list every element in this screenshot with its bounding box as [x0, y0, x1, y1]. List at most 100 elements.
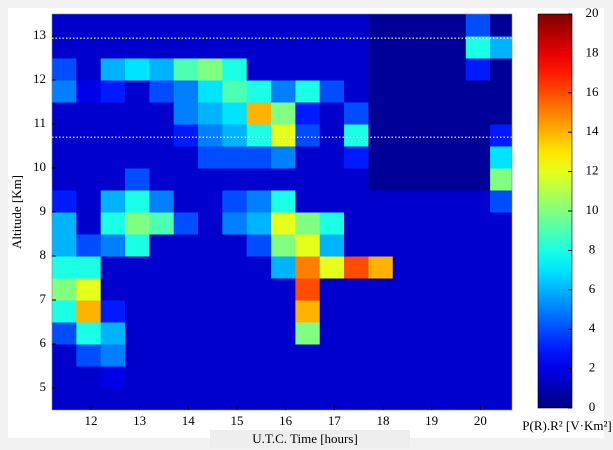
- heat-cell: [319, 146, 345, 169]
- heat-cell: [149, 212, 175, 235]
- heat-cell: [222, 212, 248, 235]
- heat-cell: [490, 366, 512, 389]
- heat-cell: [441, 388, 467, 410]
- heat-cell: [246, 300, 272, 323]
- heat-cell: [441, 80, 467, 103]
- heat-cell: [392, 388, 418, 410]
- heat-cell: [417, 344, 442, 367]
- heat-cell: [344, 322, 369, 345]
- heat-cell: [271, 124, 296, 147]
- heat-cell: [271, 322, 296, 345]
- x-axis-label: U.T.C. Time [hours]: [252, 431, 358, 446]
- colorbar-tick-label: 14: [586, 123, 600, 138]
- heat-cell: [246, 278, 272, 301]
- heat-cell: [368, 300, 394, 323]
- heat-cell: [392, 58, 418, 81]
- heat-cell: [368, 146, 394, 169]
- heat-cell: [246, 14, 272, 37]
- heat-cell: [319, 102, 345, 125]
- heat-cell: [100, 256, 126, 279]
- heat-cell: [295, 102, 321, 125]
- heat-cell: [198, 58, 223, 81]
- heat-cell: [490, 36, 512, 59]
- heat-cell: [368, 124, 394, 147]
- heat-cell: [295, 366, 321, 389]
- colorbar-tick-label: 8: [589, 241, 596, 256]
- heat-cell: [295, 234, 321, 257]
- heatmap: [52, 14, 512, 410]
- heat-cell: [368, 36, 394, 59]
- heat-cell: [441, 58, 467, 81]
- heat-cell: [198, 322, 223, 345]
- heat-cell: [319, 36, 345, 59]
- heat-cell: [149, 322, 175, 345]
- heat-cell: [465, 366, 491, 389]
- heat-cell: [368, 102, 394, 125]
- colorbar: [537, 13, 573, 409]
- heat-cell: [271, 80, 296, 103]
- heat-cell: [319, 190, 345, 213]
- heat-cell: [271, 102, 296, 125]
- heat-cell: [222, 190, 248, 213]
- heat-cell: [52, 102, 77, 125]
- heat-cell: [149, 36, 175, 59]
- heat-cell: [441, 190, 467, 213]
- heat-cell: [295, 146, 321, 169]
- heat-cell: [490, 80, 512, 103]
- heat-cell: [76, 36, 102, 59]
- heat-cell: [392, 300, 418, 323]
- heat-cell: [76, 366, 102, 389]
- heat-cell: [465, 36, 491, 59]
- heat-cell: [295, 388, 321, 410]
- heat-cell: [76, 80, 102, 103]
- heat-cell: [100, 278, 126, 301]
- heat-cell: [271, 344, 296, 367]
- heat-cell: [100, 300, 126, 323]
- heat-cell: [149, 190, 175, 213]
- heat-cell: [246, 124, 272, 147]
- x-tick-label: 14: [182, 413, 196, 428]
- heat-cell: [198, 388, 223, 410]
- heat-cell: [125, 190, 150, 213]
- heat-cell: [441, 168, 467, 191]
- heat-cell: [125, 300, 150, 323]
- heat-cell: [173, 14, 199, 37]
- heat-cell: [344, 14, 369, 37]
- colorbar-tick-label: 0: [589, 399, 596, 414]
- heat-cell: [76, 234, 102, 257]
- heat-cell: [319, 300, 345, 323]
- heat-cell: [76, 14, 102, 37]
- heat-cell: [100, 124, 126, 147]
- heat-cell: [173, 146, 199, 169]
- heat-cell: [149, 234, 175, 257]
- heat-cell: [100, 234, 126, 257]
- colorbar-label: P(R).R² [V·Km²]: [522, 418, 611, 433]
- heat-cell: [222, 256, 248, 279]
- heat-cell: [125, 344, 150, 367]
- heat-cell: [246, 212, 272, 235]
- heat-cell: [52, 124, 77, 147]
- x-tick-label: 12: [84, 413, 97, 428]
- heat-cell: [149, 124, 175, 147]
- colorbar-tick-label: 16: [586, 84, 600, 99]
- heat-cell: [246, 102, 272, 125]
- x-tick-label: 20: [474, 413, 487, 428]
- heat-cell: [173, 102, 199, 125]
- heat-cell: [198, 344, 223, 367]
- heat-cell: [100, 190, 126, 213]
- heat-cell: [417, 388, 442, 410]
- colorbar-tick-label: 4: [589, 320, 596, 335]
- heat-cell: [149, 300, 175, 323]
- heat-cell: [222, 80, 248, 103]
- heat-cell: [222, 300, 248, 323]
- heat-cell: [76, 300, 102, 323]
- y-tick-label: 8: [40, 247, 47, 262]
- heat-cell: [52, 366, 77, 389]
- heat-cell: [295, 58, 321, 81]
- xlabel-box: [210, 430, 410, 448]
- heat-cell: [222, 278, 248, 301]
- heat-cell: [441, 344, 467, 367]
- heat-cell: [198, 278, 223, 301]
- x-tick-label: 19: [425, 413, 438, 428]
- heat-cell: [295, 168, 321, 191]
